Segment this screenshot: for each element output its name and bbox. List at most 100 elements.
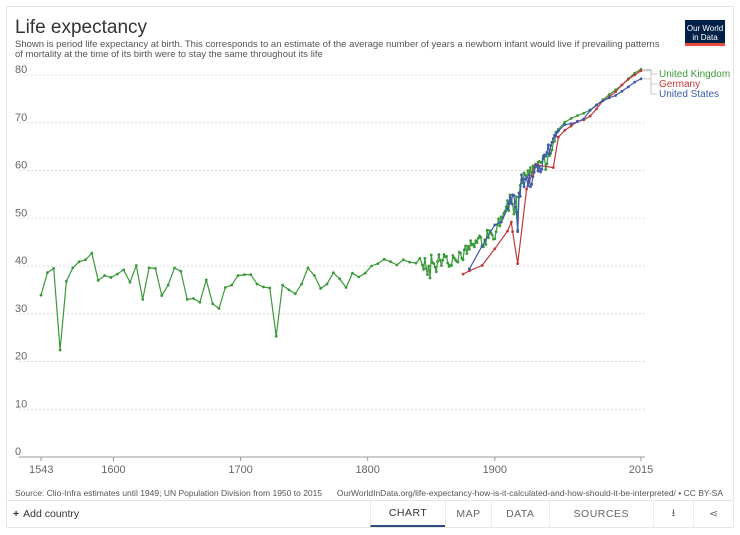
data-point (255, 282, 259, 286)
data-point (427, 264, 431, 268)
data-point (461, 258, 465, 262)
data-point (513, 205, 517, 209)
data-point (420, 263, 424, 267)
data-point (516, 230, 520, 234)
data-point (569, 124, 573, 128)
series-line-united-states (468, 78, 642, 270)
x-tick-label: 1900 (483, 464, 507, 476)
data-point (344, 286, 348, 289)
data-point (626, 77, 630, 81)
data-point (494, 230, 498, 234)
data-point (268, 286, 272, 290)
data-point (620, 83, 624, 87)
chart-subtitle: Shown is period life expectancy at birth… (15, 39, 660, 60)
data-point (518, 194, 522, 198)
data-point (527, 173, 531, 177)
data-point (522, 185, 526, 189)
tab-data[interactable]: DATA (491, 501, 549, 527)
share-button[interactable]: ⋖ (692, 501, 733, 527)
tab-map[interactable]: MAP (445, 501, 491, 527)
data-point (459, 251, 462, 255)
data-point (424, 266, 428, 270)
data-point (522, 171, 526, 175)
data-point (508, 193, 512, 197)
data-point (588, 108, 592, 112)
data-point (531, 164, 535, 168)
data-point (515, 195, 518, 199)
data-point (179, 269, 183, 273)
data-point (429, 253, 433, 257)
data-point (506, 199, 509, 202)
data-point (539, 170, 542, 174)
license-link[interactable]: OurWorldInData.org/life-expectancy-how-i… (336, 488, 723, 498)
data-point (550, 140, 554, 144)
data-point (331, 271, 335, 275)
data-point (626, 85, 630, 89)
data-point (544, 168, 548, 171)
tab-chart[interactable]: CHART (370, 501, 446, 527)
legend-label: United Kingdom (659, 69, 730, 80)
data-point (274, 334, 278, 338)
data-point (531, 175, 535, 179)
data-point (456, 260, 460, 264)
data-point (437, 253, 441, 256)
data-point (493, 223, 497, 227)
data-point (541, 157, 545, 160)
data-point (84, 258, 87, 262)
chart-card: Life expectancy Shown is period life exp… (6, 6, 734, 528)
data-point (451, 254, 455, 257)
add-country-button[interactable]: + Add country (7, 501, 370, 527)
data-point (493, 237, 497, 241)
data-point (382, 257, 386, 261)
source-note[interactable]: Source: Clio-Infra estimates until 1949;… (15, 488, 323, 498)
data-point (103, 274, 106, 277)
data-point (211, 302, 215, 306)
data-point (588, 114, 592, 118)
data-point (595, 107, 598, 111)
data-point (440, 264, 443, 267)
data-point (509, 202, 513, 205)
data-point (319, 287, 323, 290)
data-point (414, 261, 418, 265)
tab-sources[interactable]: SOURCES (548, 501, 653, 527)
data-point (306, 266, 310, 270)
data-point (52, 266, 56, 270)
data-point (529, 166, 532, 170)
data-point (473, 245, 476, 249)
data-point (536, 169, 540, 173)
data-point (620, 89, 624, 93)
data-point (545, 162, 549, 166)
data-point (432, 262, 436, 266)
data-point (490, 233, 494, 237)
data-point (192, 297, 195, 300)
data-point (204, 278, 208, 282)
data-point (525, 187, 528, 191)
data-point (154, 266, 157, 270)
data-point (45, 271, 49, 275)
data-point (389, 260, 392, 264)
data-point (569, 122, 573, 126)
data-point (484, 243, 488, 246)
data-point (476, 236, 480, 240)
data-point (426, 273, 429, 276)
data-point (545, 150, 549, 154)
data-point (96, 278, 100, 282)
data-point (242, 273, 246, 276)
x-tick-label: 1543 (29, 464, 53, 476)
data-point (506, 229, 509, 233)
data-point (262, 285, 265, 289)
data-point (601, 99, 605, 103)
data-point (223, 286, 227, 289)
download-button[interactable]: ⭳ (652, 501, 693, 527)
owid-logo[interactable]: Our World in Data (685, 20, 725, 46)
data-point (614, 94, 617, 97)
logo-line-1: Our World (686, 24, 724, 33)
y-tick-label: 70 (15, 112, 27, 124)
y-tick-label: 0 (15, 446, 21, 458)
data-point (418, 256, 422, 260)
download-icon: ⭳ (671, 507, 676, 519)
data-point (639, 77, 643, 81)
legend-leader-line (643, 70, 657, 85)
plus-icon: + (13, 508, 20, 520)
x-tick-label: 2015 (629, 464, 653, 476)
